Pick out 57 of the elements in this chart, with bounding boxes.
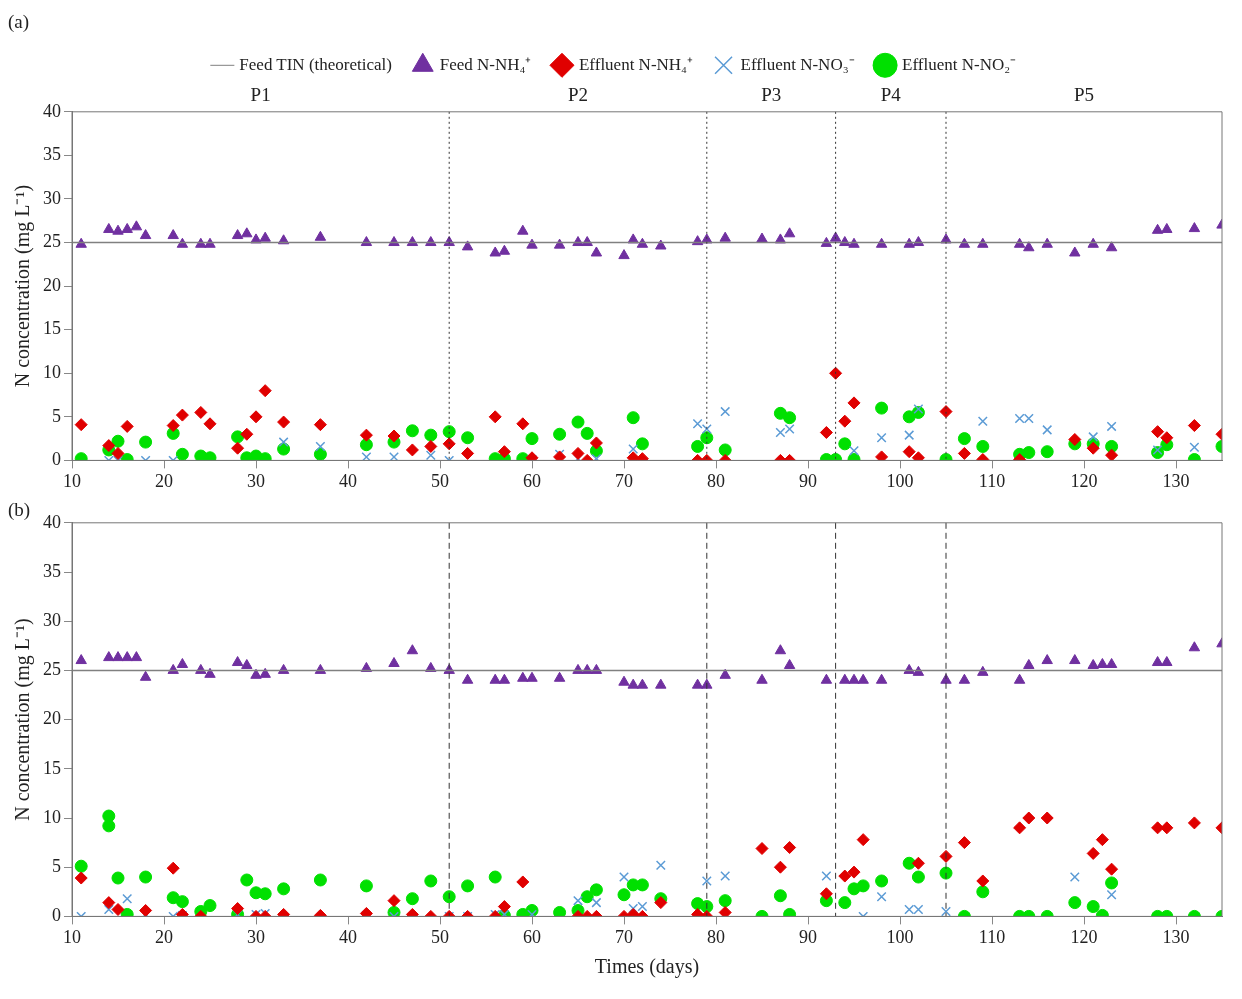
x-tick-label: 120 [1070,470,1098,491]
x-tick-label: 130 [1162,470,1190,491]
y-tick-label: 25 [43,659,61,680]
text: P1 [250,84,271,106]
y-tick-label: 40 [43,511,61,532]
x-tick-label: 100 [886,470,914,491]
legend-label: Effluent N-NO₃⁻ [740,54,855,74]
x-tick-label: 110 [978,926,1006,947]
x-tick-label: 110 [978,470,1006,491]
x-tick-label: 20 [155,470,173,491]
y-tick-label: 15 [43,318,61,339]
x-tick-label: 50 [431,470,449,491]
y-tick-label: 15 [43,757,61,778]
y-tick-label: 10 [43,806,61,827]
legend-label: Feed N-NH₄⁺ [439,54,532,74]
x-tick-label: 80 [707,470,725,491]
x-tick-label: 30 [247,470,265,491]
y-tick-label: 35 [43,560,61,581]
text: P5 [1073,84,1095,106]
y-tick-label: 20 [43,708,61,729]
y-tick-label: 25 [43,231,61,252]
text: P3 [761,84,782,106]
legend-label: Feed TIN (theoretical) [239,54,392,74]
chart-title: (b) [8,499,31,522]
text: P4 [880,84,902,106]
y-tick-label: 5 [52,855,61,876]
x-tick-label: 30 [247,926,265,947]
x-tick-label: 70 [615,926,633,947]
x-tick-label: 90 [799,926,817,947]
x-tick-label: 40 [339,926,357,947]
y-tick-label: 20 [43,274,61,295]
y-axis-title: N concentration (mg L⁻¹) [11,618,35,821]
chart-title: (a) [8,11,30,34]
x-tick-label: 20 [155,926,173,947]
y-tick-label: 30 [43,609,61,630]
text: P2 [567,84,589,106]
y-tick-label: 30 [43,187,61,208]
y-tick-label: 10 [43,361,61,382]
x-tick-label: 120 [1070,926,1098,947]
x-axis-title: Times (days) [594,955,700,979]
y-tick-label: 40 [43,100,61,121]
x-tick-label: 70 [615,470,633,491]
x-tick-label: 60 [523,470,541,491]
y-tick-label: 0 [52,449,61,470]
y-axis-title: N concentration (mg L⁻¹) [11,184,35,388]
x-tick-label: 100 [886,926,914,947]
x-tick-label: 50 [431,926,449,947]
x-tick-label: 90 [799,470,817,491]
y-tick-label: 0 [52,905,61,926]
x-tick-label: 80 [707,926,725,947]
legend-label: Effluent N-NH₄⁺ [578,54,694,74]
x-tick-label: 130 [1162,926,1190,947]
y-tick-label: 5 [52,405,61,426]
legend-label: Effluent N-NO₂⁻ [902,54,1017,74]
x-tick-label: 60 [523,926,541,947]
y-tick-label: 35 [43,144,61,165]
x-tick-label: 40 [339,470,357,491]
